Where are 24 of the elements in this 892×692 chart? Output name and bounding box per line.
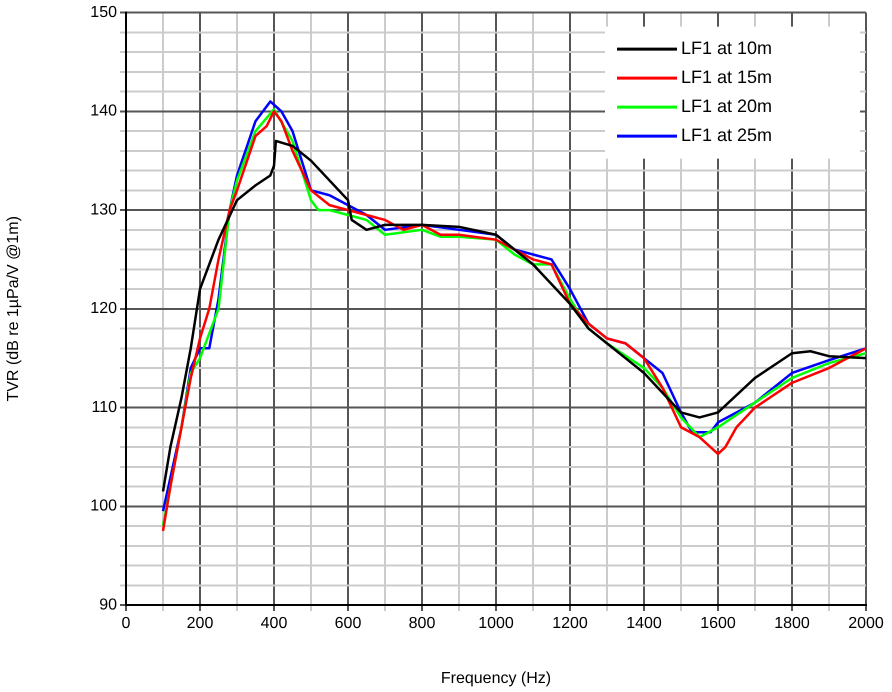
x-axis-title: Frequency (Hz) bbox=[440, 670, 552, 687]
x-tick-label: 1800 bbox=[774, 615, 810, 632]
x-tick-label: 1200 bbox=[552, 615, 588, 632]
legend-label: LF1 at 10m bbox=[681, 38, 772, 58]
x-tick-label: 400 bbox=[260, 615, 288, 632]
x-tick-label: 200 bbox=[186, 615, 214, 632]
legend-label: LF1 at 20m bbox=[681, 96, 772, 116]
y-tick-label: 100 bbox=[90, 498, 118, 515]
x-tick-label: 800 bbox=[408, 615, 436, 632]
x-tick-label: 1600 bbox=[700, 615, 736, 632]
legend-label: LF1 at 15m bbox=[681, 67, 772, 88]
y-axis-title: TVR (dB re 1µPa/V @1m) bbox=[5, 216, 22, 402]
x-tick-label: 600 bbox=[334, 615, 362, 632]
x-tick-label: 1400 bbox=[626, 615, 662, 632]
legend-label: LF1 at 25m bbox=[681, 125, 772, 146]
x-tick-label: 1000 bbox=[478, 615, 514, 632]
y-tick-label: 150 bbox=[90, 4, 118, 22]
y-tick-label: 90 bbox=[99, 596, 118, 614]
x-tick-label: 0 bbox=[122, 615, 131, 632]
y-tick-label: 130 bbox=[90, 201, 118, 218]
x-tick-label: 2000 bbox=[848, 615, 884, 632]
y-tick-label: 110 bbox=[91, 398, 118, 416]
y-tick-label: 140 bbox=[90, 102, 118, 120]
y-tick-label: 120 bbox=[90, 300, 118, 318]
